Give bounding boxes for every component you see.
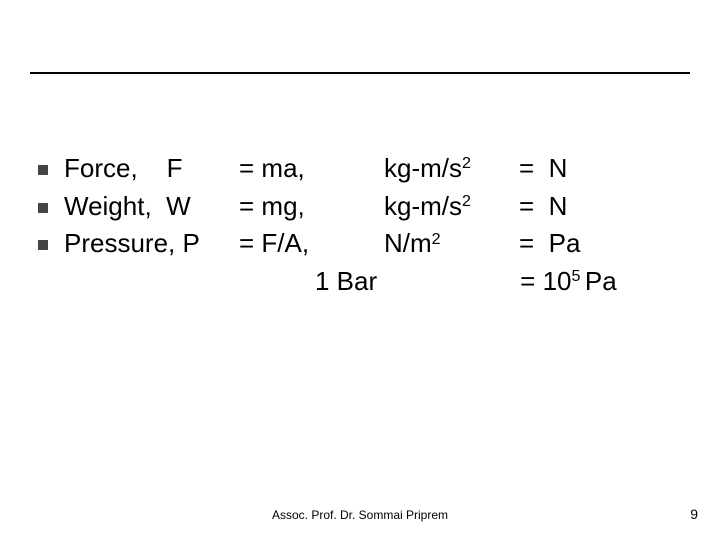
row-bar: 1 Bar = 105 Pa	[38, 263, 682, 301]
row-weight: Weight, W = mg, kg-m/s2 = N	[38, 188, 682, 226]
unit: kg-m/s2	[384, 150, 519, 188]
unit-sup: 2	[462, 192, 471, 210]
formula: = ma,	[239, 150, 384, 188]
formula: = F/A,	[239, 225, 384, 263]
eq-prefix: = 10	[520, 266, 571, 296]
bullet-icon	[38, 240, 48, 250]
unit: kg-m/s2	[384, 188, 519, 226]
row-pressure: Pressure, P = F/A, N/m2 = Pa	[38, 225, 682, 263]
horizontal-rule	[30, 72, 690, 74]
bar-equals: = 105 Pa	[520, 263, 617, 301]
row-force: Force, F = ma, kg-m/s2 = N	[38, 150, 682, 188]
unit-base: N/m	[384, 228, 432, 258]
unit-sup: 2	[432, 230, 441, 248]
slide-body: Force, F = ma, kg-m/s2 = N Weight, W = m…	[38, 150, 682, 301]
bar-left: 1 Bar	[315, 263, 377, 301]
unit: N/m2	[384, 225, 519, 263]
equals: = Pa	[519, 225, 580, 263]
quantity: Weight, W	[64, 188, 239, 226]
unit-base: kg-m/s	[384, 191, 462, 221]
formula: = mg,	[239, 188, 384, 226]
equals: = N	[519, 188, 567, 226]
quantity: Pressure, P	[64, 225, 239, 263]
bullet-icon	[38, 165, 48, 175]
eq-sup: 5	[571, 267, 584, 285]
footer-author: Assoc. Prof. Dr. Sommai Priprem	[0, 508, 720, 522]
unit-base: kg-m/s	[384, 153, 462, 183]
bullet-icon	[38, 203, 48, 213]
eq-suffix: Pa	[585, 266, 617, 296]
unit-sup: 2	[462, 154, 471, 172]
equals: = N	[519, 150, 567, 188]
footer-page-number: 9	[690, 506, 698, 522]
quantity: Force, F	[64, 150, 239, 188]
